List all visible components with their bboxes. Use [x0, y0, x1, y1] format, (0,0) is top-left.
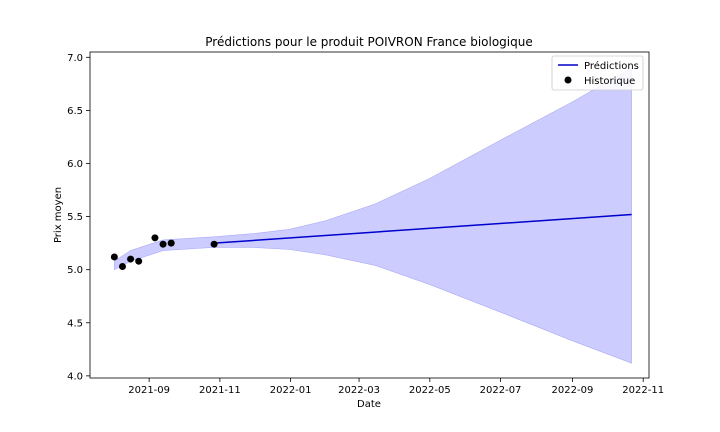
history-point: [167, 239, 175, 247]
history-point: [127, 255, 135, 263]
legend: Prédictions Historique: [551, 55, 644, 91]
y-axis: 4.0 4.5 5.0 5.5 6.0 6.5 7.0: [67, 53, 90, 382]
y-tick-label: 7.0: [67, 53, 83, 64]
history-point: [210, 240, 218, 248]
chart-title: Prédictions pour le produit POIVRON Fran…: [205, 35, 532, 49]
x-tick-label: 2022-11: [622, 385, 664, 396]
y-tick-label: 5.5: [67, 212, 83, 223]
y-tick-label: 4.5: [67, 318, 83, 329]
x-tick-label: 2021-11: [199, 385, 241, 396]
plot-frame: [89, 51, 650, 379]
x-axis: 2021-09 2021-11 2022-01 2022-03 2022-05 2022-…: [128, 378, 664, 396]
y-tick-label: 5.0: [67, 265, 83, 276]
y-tick-label: 4.0: [67, 371, 83, 382]
y-tick-label: 6.0: [67, 159, 83, 170]
legend-point-marker: [564, 76, 572, 84]
x-axis-label: Date: [357, 399, 381, 410]
x-tick-label: 2021-09: [128, 385, 170, 396]
x-tick-label: 2022-07: [480, 385, 522, 396]
history-point: [110, 253, 118, 261]
x-tick-label: 2022-03: [338, 385, 380, 396]
history-point: [135, 257, 143, 265]
legend-label-history: Historique: [584, 76, 635, 87]
legend-label-predictions: Prédictions: [584, 60, 639, 72]
x-tick-label: 2022-01: [270, 385, 312, 396]
history-point: [118, 263, 126, 271]
history-point: [151, 234, 159, 242]
y-axis-label: Prix moyen: [53, 187, 64, 243]
prediction-line: [214, 213, 632, 244]
plot-area: [110, 67, 632, 364]
x-tick-label: 2022-09: [552, 385, 594, 396]
y-tick-label: 6.5: [67, 106, 83, 117]
history-point: [159, 240, 167, 248]
x-tick-label: 2022-05: [409, 385, 451, 396]
